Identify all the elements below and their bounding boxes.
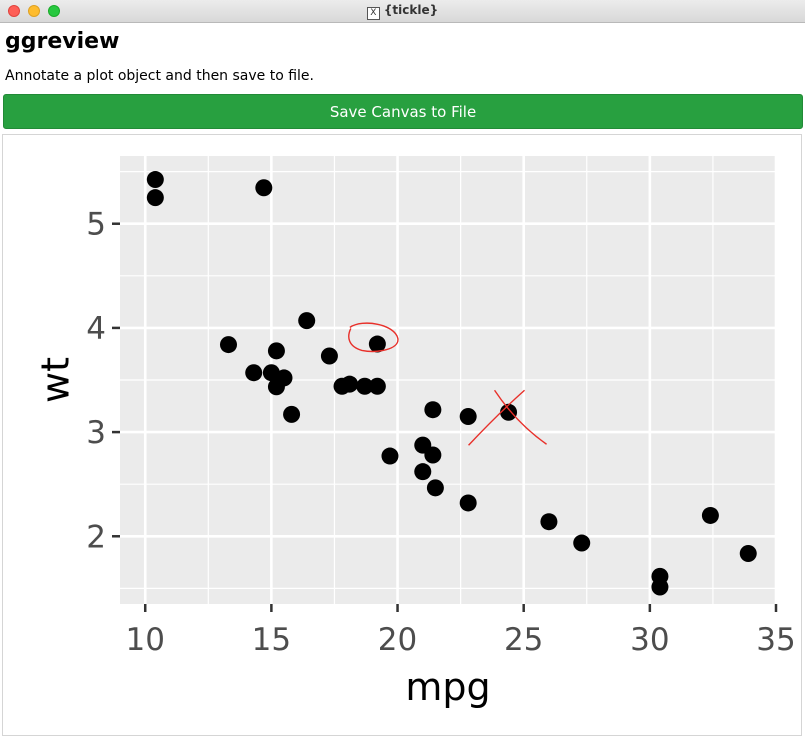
data-points (146, 171, 757, 596)
annotation-circle (348, 322, 399, 353)
data-point (414, 463, 432, 481)
app-title: ggreview (5, 29, 120, 54)
y-tick-label: 5 (86, 207, 106, 243)
data-point (245, 364, 263, 382)
minor-gridlines (120, 156, 776, 604)
data-point (146, 171, 164, 189)
data-point (573, 534, 591, 552)
x-tick-label: 15 (252, 622, 291, 658)
y-tick-label: 2 (86, 519, 106, 555)
annotation-cross-stroke (493, 389, 547, 445)
close-window-button[interactable] (8, 5, 20, 17)
data-point (283, 405, 301, 423)
annotation-layer[interactable] (348, 322, 547, 446)
x11-icon: X (366, 7, 380, 20)
minimize-window-button[interactable] (28, 5, 40, 17)
x-axis: 10 15 20 25 30 35 (126, 604, 796, 658)
data-point (356, 377, 374, 395)
data-point (426, 479, 444, 497)
save-canvas-button[interactable]: Save Canvas to File (3, 94, 803, 129)
x-tick-label: 20 (378, 622, 417, 658)
data-point (459, 407, 477, 425)
window-titlebar[interactable]: X {tickle} (0, 0, 805, 23)
annotation-cross-stroke (468, 389, 526, 446)
data-point (424, 446, 442, 464)
x-tick-label: 25 (504, 622, 543, 658)
window-title: {tickle} (383, 3, 439, 17)
y-tick-label: 4 (86, 311, 106, 347)
y-axis-title: wt (34, 357, 78, 403)
data-point (540, 513, 558, 531)
plot-canvas[interactable]: 10 15 20 25 30 35 2 3 4 5 mpg wt (2, 134, 802, 736)
data-point (368, 377, 386, 395)
data-point (368, 335, 386, 353)
data-point (381, 447, 399, 465)
data-point (701, 506, 719, 524)
x-tick-label: 30 (630, 622, 669, 658)
window-title-container: X {tickle} (0, 3, 805, 20)
data-point (333, 377, 351, 395)
data-point (320, 347, 338, 365)
app-subtitle: Annotate a plot object and then save to … (5, 68, 314, 84)
x-axis-title: mpg (405, 665, 490, 709)
y-tick-label: 3 (86, 415, 106, 451)
data-point (298, 312, 316, 330)
data-point (267, 378, 285, 396)
data-point (267, 342, 285, 360)
x-tick-label: 10 (126, 622, 165, 658)
data-point (651, 578, 669, 596)
x-tick-label: 35 (756, 622, 795, 658)
data-point (424, 401, 442, 419)
data-point (255, 179, 273, 197)
data-point (459, 494, 477, 512)
data-point (739, 544, 757, 562)
data-point (219, 336, 237, 354)
data-point (262, 364, 280, 382)
y-axis: 2 3 4 5 (86, 207, 120, 555)
data-point (146, 189, 164, 207)
maximize-window-button[interactable] (48, 5, 60, 17)
data-point (500, 403, 518, 421)
